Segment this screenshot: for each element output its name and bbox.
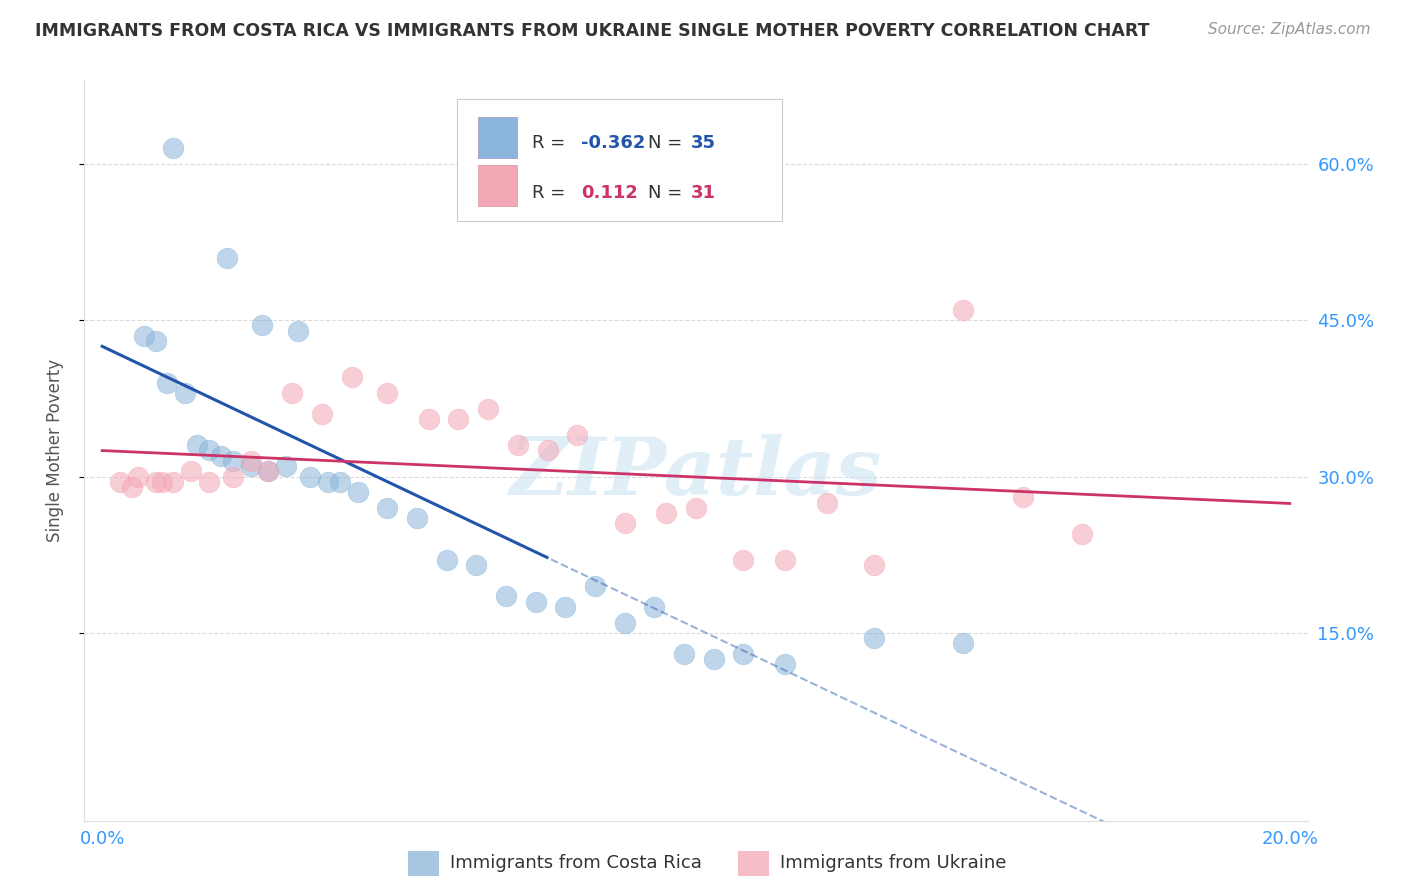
Point	[583, 579, 606, 593]
Point	[815, 495, 838, 509]
Text: -0.362: -0.362	[581, 134, 645, 153]
Point	[506, 438, 529, 452]
Text: Source: ZipAtlas.com: Source: ZipAtlas.com	[1208, 22, 1371, 37]
Point	[567, 427, 589, 442]
Point	[281, 386, 304, 401]
FancyBboxPatch shape	[457, 99, 782, 221]
Point	[418, 412, 440, 426]
Point	[863, 631, 886, 645]
Point	[252, 318, 274, 333]
Point	[673, 647, 696, 661]
Point	[436, 553, 458, 567]
Point	[145, 334, 167, 348]
Point	[340, 370, 363, 384]
Point	[145, 475, 167, 489]
Point	[536, 443, 558, 458]
Point	[174, 386, 197, 401]
Point	[311, 407, 333, 421]
Text: N =: N =	[648, 184, 689, 202]
Point	[952, 636, 974, 650]
Point	[127, 469, 149, 483]
Text: 0.112: 0.112	[581, 184, 638, 202]
Point	[132, 328, 155, 343]
Point	[276, 459, 298, 474]
Point	[1071, 527, 1094, 541]
Point	[156, 376, 179, 390]
Text: R =: R =	[531, 184, 571, 202]
Text: 35: 35	[692, 134, 716, 153]
Text: R =: R =	[531, 134, 571, 153]
Point	[465, 558, 488, 573]
FancyBboxPatch shape	[478, 165, 517, 206]
Point	[222, 454, 245, 468]
Point	[1011, 491, 1033, 505]
Point	[150, 475, 173, 489]
Point	[316, 475, 339, 489]
Point	[375, 386, 398, 401]
Point	[613, 516, 636, 531]
Point	[162, 141, 184, 155]
Point	[186, 438, 208, 452]
Point	[863, 558, 886, 573]
Point	[952, 302, 974, 317]
Text: IMMIGRANTS FROM COSTA RICA VS IMMIGRANTS FROM UKRAINE SINGLE MOTHER POVERTY CORR: IMMIGRANTS FROM COSTA RICA VS IMMIGRANTS…	[35, 22, 1150, 40]
Point	[329, 475, 352, 489]
Point	[257, 464, 280, 478]
Point	[346, 485, 368, 500]
Point	[773, 553, 796, 567]
Point	[733, 553, 755, 567]
Point	[198, 443, 221, 458]
Point	[613, 615, 636, 630]
Point	[108, 475, 131, 489]
Point	[733, 647, 755, 661]
Point	[655, 506, 678, 520]
Point	[239, 454, 262, 468]
Point	[406, 511, 429, 525]
Text: Immigrants from Ukraine: Immigrants from Ukraine	[780, 855, 1007, 872]
Point	[222, 469, 245, 483]
Point	[703, 652, 725, 666]
Text: N =: N =	[648, 134, 689, 153]
Point	[643, 599, 665, 614]
Point	[477, 401, 499, 416]
Point	[180, 464, 202, 478]
Point	[554, 599, 576, 614]
Point	[298, 469, 321, 483]
Point	[287, 324, 309, 338]
Point	[121, 480, 143, 494]
Point	[209, 449, 232, 463]
Point	[447, 412, 470, 426]
Text: 31: 31	[692, 184, 716, 202]
Point	[524, 595, 547, 609]
Point	[495, 590, 517, 604]
Text: ZIPatlas: ZIPatlas	[510, 434, 882, 511]
Point	[257, 464, 280, 478]
Point	[375, 500, 398, 515]
Point	[685, 500, 707, 515]
Y-axis label: Single Mother Poverty: Single Mother Poverty	[45, 359, 63, 542]
Point	[215, 251, 238, 265]
Point	[239, 459, 262, 474]
Point	[773, 657, 796, 672]
Text: Immigrants from Costa Rica: Immigrants from Costa Rica	[450, 855, 702, 872]
Point	[162, 475, 184, 489]
Point	[198, 475, 221, 489]
FancyBboxPatch shape	[478, 118, 517, 158]
